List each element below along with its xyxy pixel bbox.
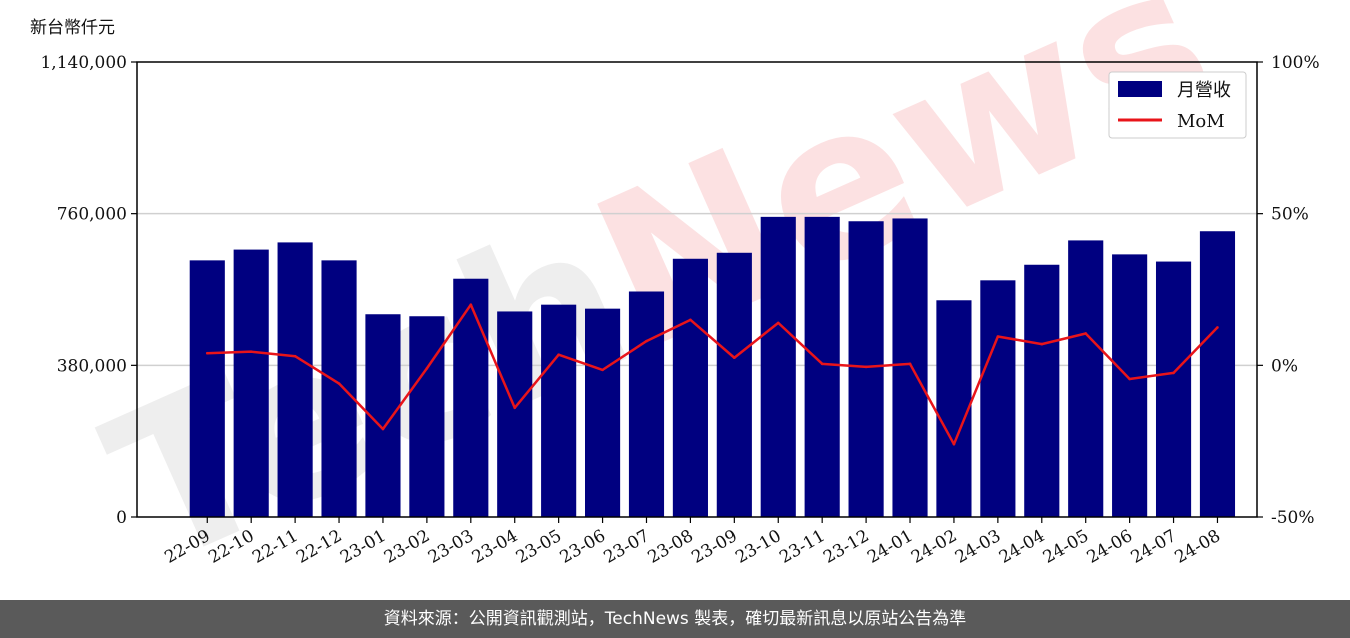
mom-point-23-12: [864, 365, 868, 369]
mom-point-23-09: [733, 356, 736, 360]
legend-line-label: MoM: [1177, 111, 1225, 132]
mom-point-23-07: [645, 339, 648, 343]
bar-series: [189, 216, 1236, 518]
x-tick-label-23-05: 23-05: [513, 526, 565, 568]
mom-point-24-03: [996, 335, 1000, 338]
bar-22-10: [233, 249, 269, 518]
x-tick-label-23-10: 23-10: [732, 526, 784, 568]
x-tick-label-23-11: 23-11: [776, 526, 828, 568]
x-tick-label-23-09: 23-09: [688, 526, 740, 568]
bar-23-07: [628, 291, 665, 517]
mom-point-23-08: [689, 318, 692, 322]
mom-point-24-08: [1216, 326, 1219, 329]
bar-22-09: [189, 260, 225, 517]
x-tick-label-23-03: 23-03: [425, 526, 477, 568]
left-tick-label: 1,140,000: [40, 53, 127, 73]
mom-point-22-10: [249, 350, 253, 353]
mom-point-23-03: [469, 303, 473, 306]
bar-23-09: [716, 252, 752, 517]
mom-point-22-11: [293, 354, 297, 358]
left-tick-label: 380,000: [57, 356, 127, 376]
revenue-chart: TechNews 新台幣仟元 0380,000760,0001,140,000 …: [30, 0, 1320, 600]
right-tick-label: 0%: [1271, 356, 1298, 376]
mom-point-22-09: [205, 351, 209, 355]
bar-24-05: [1068, 240, 1104, 517]
mom-point-23-05: [557, 353, 560, 357]
bar-24-08: [1199, 231, 1236, 517]
mom-point-24-01: [908, 362, 912, 366]
bar-23-04: [497, 311, 533, 517]
bar-23-06: [585, 308, 621, 517]
left-tick-label: 0: [116, 508, 127, 528]
mom-line: [207, 303, 1219, 446]
bar-22-12: [321, 260, 357, 517]
mom-point-23-01: [381, 427, 385, 431]
x-tick-label-23-06: 23-06: [557, 526, 609, 568]
x-tick-label-24-05: 24-05: [1040, 526, 1092, 568]
left-tick-label: 760,000: [57, 205, 127, 225]
y-axis-unit-label: 新台幣仟元: [30, 18, 115, 38]
mom-point-24-04: [1040, 342, 1044, 346]
mom-point-24-02: [952, 442, 956, 446]
x-tick-label-23-02: 23-02: [381, 526, 433, 568]
right-tick-label: -50%: [1271, 508, 1315, 528]
bar-22-11: [277, 242, 313, 517]
bar-23-08: [672, 258, 708, 517]
bar-23-05: [541, 304, 577, 517]
bar-23-10: [760, 216, 796, 517]
mom-point-22-12: [337, 382, 341, 385]
plot-frame: [136, 61, 1258, 518]
bar-24-03: [980, 280, 1016, 517]
mom-point-24-06: [1128, 377, 1131, 381]
x-tick-label-24-01: 24-01: [864, 526, 916, 568]
bar-24-02: [936, 300, 972, 517]
x-tick-label-24-07: 24-07: [1128, 526, 1180, 568]
legend-bar-swatch: [1118, 81, 1162, 97]
legend: 月營收 MoM: [1108, 71, 1247, 139]
x-tick-label-24-04: 24-04: [996, 526, 1048, 568]
bar-24-06: [1112, 254, 1148, 517]
mom-point-23-11: [820, 362, 824, 366]
right-y-axis: -50% 0% 50% 100%: [1257, 53, 1320, 528]
x-tick-label-23-07: 23-07: [601, 526, 653, 568]
bar-24-07: [1155, 261, 1192, 517]
x-tick-label-23-08: 23-08: [644, 526, 696, 568]
source-footer: 資料來源：公開資訊觀測站，TechNews 製表，確切最新訊息以原站公告為準: [0, 600, 1350, 638]
mom-point-23-02: [425, 367, 429, 370]
bar-24-01: [892, 218, 928, 517]
right-tick-label: 100%: [1271, 53, 1320, 73]
x-tick-label-23-12: 23-12: [820, 526, 872, 568]
bar-23-11: [804, 216, 840, 517]
bar-23-02: [409, 316, 445, 517]
bar-23-03: [453, 278, 489, 517]
mom-point-23-10: [776, 321, 780, 325]
left-y-axis: 0 380,000 760,000 1,140,000: [40, 53, 137, 528]
x-tick-label-23-04: 23-04: [469, 526, 521, 568]
bar-23-12: [848, 221, 884, 517]
x-tick-label-24-08: 24-08: [1172, 526, 1224, 568]
mom-point-24-05: [1084, 332, 1088, 335]
x-tick-label-24-02: 24-02: [908, 526, 960, 568]
bar-24-04: [1024, 264, 1060, 517]
right-tick-label: 50%: [1271, 205, 1309, 225]
mom-point-23-06: [601, 368, 604, 372]
x-tick-label-24-06: 24-06: [1084, 526, 1136, 568]
mom-point-24-07: [1172, 371, 1175, 375]
mom-point-23-04: [513, 406, 517, 410]
mom-line-series: [205, 303, 1219, 446]
x-tick-label-24-03: 24-03: [952, 526, 1004, 568]
legend-bar-label: 月營收: [1177, 80, 1231, 101]
